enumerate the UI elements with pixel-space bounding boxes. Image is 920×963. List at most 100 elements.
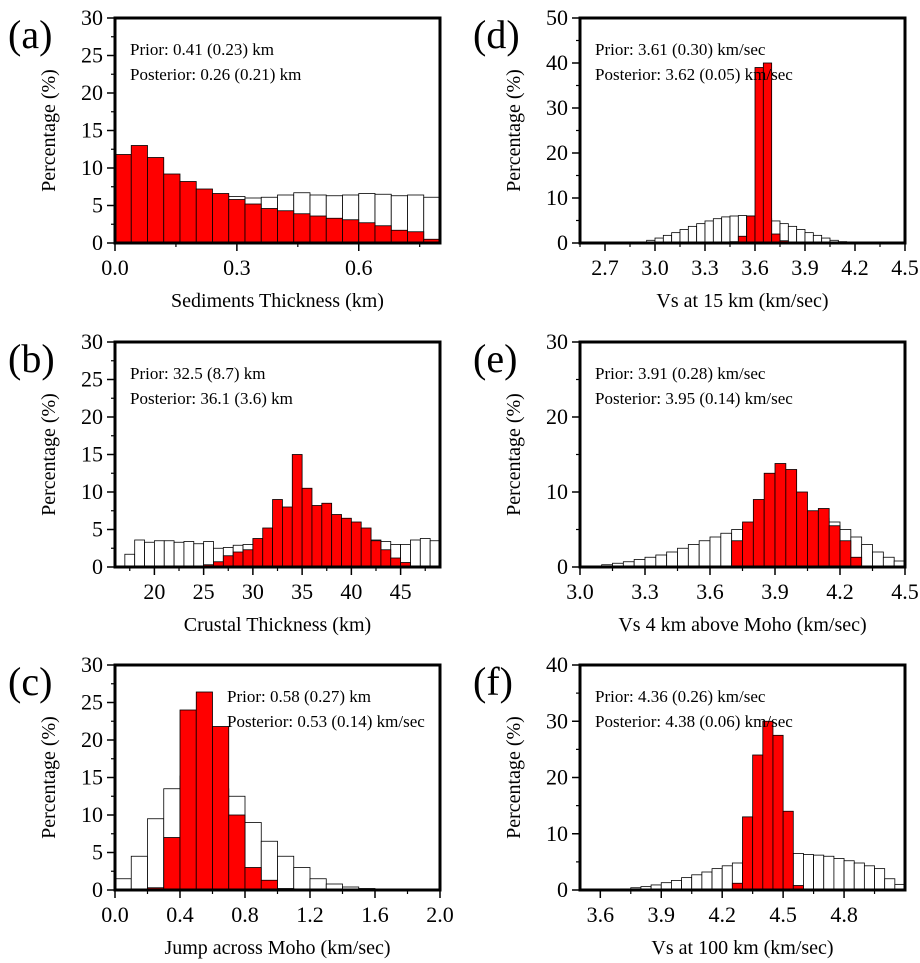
x-tick-label: 0.0	[101, 255, 129, 280]
prior-bar	[309, 878, 327, 890]
prior-bar	[721, 865, 733, 890]
prior-bar	[704, 220, 714, 243]
stats-annotation: Prior: 0.58 (0.27) km	[227, 687, 371, 706]
y-axis-title: Percentage (%)	[503, 716, 525, 839]
posterior-bar	[792, 885, 804, 890]
posterior-bar	[115, 154, 132, 243]
prior-bar	[423, 196, 440, 243]
prior-bar	[691, 874, 703, 890]
prior-bar	[698, 540, 711, 567]
y-tick-label: 0	[92, 554, 103, 579]
prior-bar	[779, 223, 789, 243]
y-axis-title: Percentage (%)	[38, 393, 60, 516]
prior-bar	[813, 854, 825, 890]
x-axis-title: Crustal Thickness (km)	[184, 614, 371, 636]
bars-group	[620, 720, 905, 890]
x-tick-label: 4.5	[891, 579, 919, 604]
chart-panel: 0 5 10 15 20 25 30 20 25 30 35 40 45 Crustal Thicknes…	[8, 329, 442, 636]
panel-label: (f)	[473, 659, 513, 704]
posterior-bar	[762, 720, 774, 890]
stats-annotation: Prior: 3.61 (0.30) km/sec	[595, 40, 766, 59]
prior-bar	[721, 216, 731, 243]
chart-panel: 0 5 10 15 20 25 30 0.0 0.4 0.8 1.2 1.6 2.0 Jump acros…	[8, 652, 454, 959]
y-tick-label: 30	[546, 329, 568, 354]
prior-bar	[872, 551, 884, 567]
prior-bar	[173, 541, 185, 567]
prior-bar	[874, 868, 886, 890]
prior-bar	[712, 218, 723, 243]
prior-bar	[687, 544, 700, 567]
prior-bar	[193, 543, 205, 567]
prior-bar	[277, 855, 295, 890]
posterior-bar	[195, 188, 213, 243]
stats-annotation: Posterior: 36.1 (3.6) km	[130, 389, 293, 408]
posterior-bar	[252, 538, 264, 567]
y-tick-label: 10	[546, 185, 568, 210]
y-tick-label: 20	[546, 140, 568, 165]
prior-bar	[893, 560, 905, 567]
posterior-bar	[212, 193, 230, 243]
prior-bar	[787, 225, 798, 243]
x-tick-label: 40	[340, 579, 362, 604]
prior-bar	[729, 215, 739, 243]
x-tick-label: 0.8	[231, 902, 259, 927]
prior-bar	[823, 855, 835, 890]
posterior-bar	[293, 213, 311, 243]
y-tick-label: 10	[81, 155, 103, 180]
posterior-bar	[301, 487, 313, 567]
panel-label: (b)	[8, 336, 55, 381]
prior-bar	[792, 853, 804, 890]
x-tick-label: 3.9	[761, 579, 789, 604]
prior-bar	[153, 540, 165, 567]
posterior-bar	[742, 816, 754, 890]
y-tick-label: 0	[557, 877, 568, 902]
y-tick-label: 10	[546, 479, 568, 504]
chart-panel: 0 5 10 15 20 25 30 0.0 0.3 0.6 Sediments Thickness…	[8, 5, 442, 312]
prior-bar	[410, 539, 421, 567]
y-tick-label: 0	[557, 554, 568, 579]
posterior-bar	[244, 867, 262, 890]
posterior-bar	[163, 837, 181, 890]
posterior-bar	[179, 181, 197, 243]
x-tick-label: 4.2	[841, 255, 869, 280]
posterior-bar	[423, 238, 440, 243]
posterior-bar	[341, 517, 352, 567]
y-tick-label: 40	[546, 652, 568, 677]
stats-annotation: Prior: 3.91 (0.28) km/sec	[595, 364, 766, 383]
y-tick-label: 30	[81, 5, 103, 30]
posterior-bar	[742, 521, 754, 567]
x-tick-label: 3.0	[641, 255, 669, 280]
panel-label: (a)	[8, 12, 52, 57]
y-tick-label: 20	[546, 404, 568, 429]
posterior-bar	[400, 562, 411, 567]
prior-bar	[183, 541, 195, 567]
x-tick-label: 0.0	[101, 902, 129, 927]
prior-bar	[679, 229, 689, 243]
y-tick-label: 30	[81, 652, 103, 677]
y-axis-title: Percentage (%)	[503, 69, 525, 192]
x-tick-label: 4.5	[891, 255, 919, 280]
panel-label: (c)	[8, 659, 52, 704]
prior-bar	[147, 818, 165, 890]
posterior-bar	[785, 469, 798, 567]
prior-bar	[884, 878, 896, 890]
x-tick-label: 3.6	[696, 579, 724, 604]
prior-bar	[804, 232, 814, 243]
prior-bar	[419, 538, 431, 567]
posterior-bar	[746, 215, 756, 243]
x-tick-label: 3.3	[691, 255, 719, 280]
posterior-bar	[774, 463, 787, 567]
prior-bar	[709, 536, 722, 567]
prior-bar	[115, 878, 132, 890]
y-tick-label: 30	[546, 708, 568, 733]
y-axis-title: Percentage (%)	[503, 393, 525, 516]
x-axis-title: Sediments Thickness (km)	[171, 290, 384, 312]
y-tick-label: 10	[546, 821, 568, 846]
x-tick-label: 4.2	[708, 902, 736, 927]
y-axis-title: Percentage (%)	[38, 69, 60, 192]
x-tick-label: 20	[143, 579, 165, 604]
x-tick-label: 0.6	[345, 255, 373, 280]
y-tick-label: 40	[546, 50, 568, 75]
bars-group	[115, 691, 392, 890]
prior-bar	[720, 532, 733, 567]
